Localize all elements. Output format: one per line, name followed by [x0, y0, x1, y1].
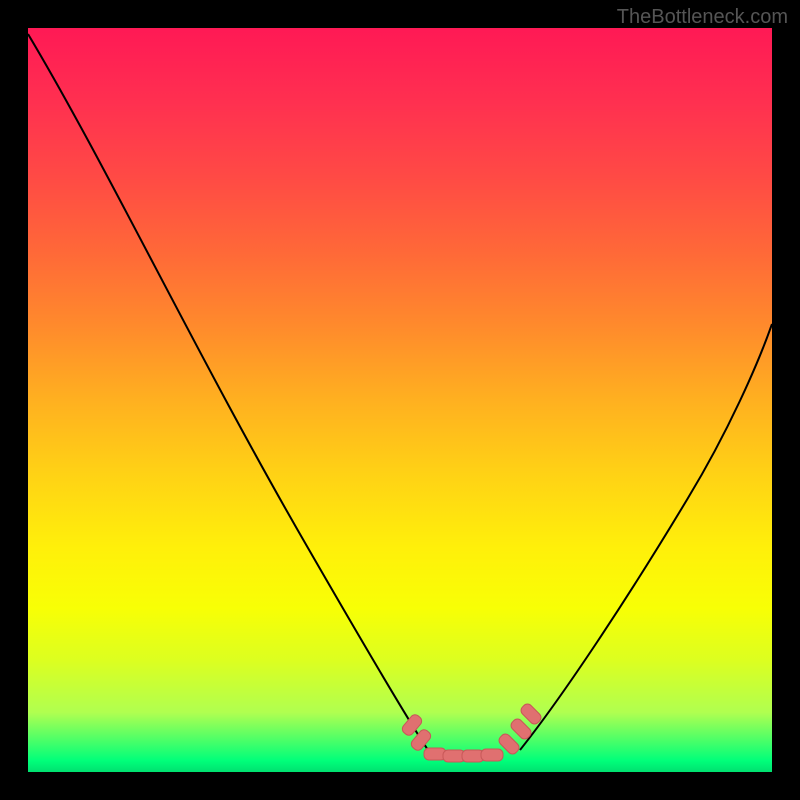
chart-background	[28, 28, 772, 772]
watermark-text: TheBottleneck.com	[617, 6, 788, 29]
bottleneck-chart	[28, 28, 772, 772]
curve-marker	[481, 749, 503, 761]
chart-svg	[28, 28, 772, 772]
